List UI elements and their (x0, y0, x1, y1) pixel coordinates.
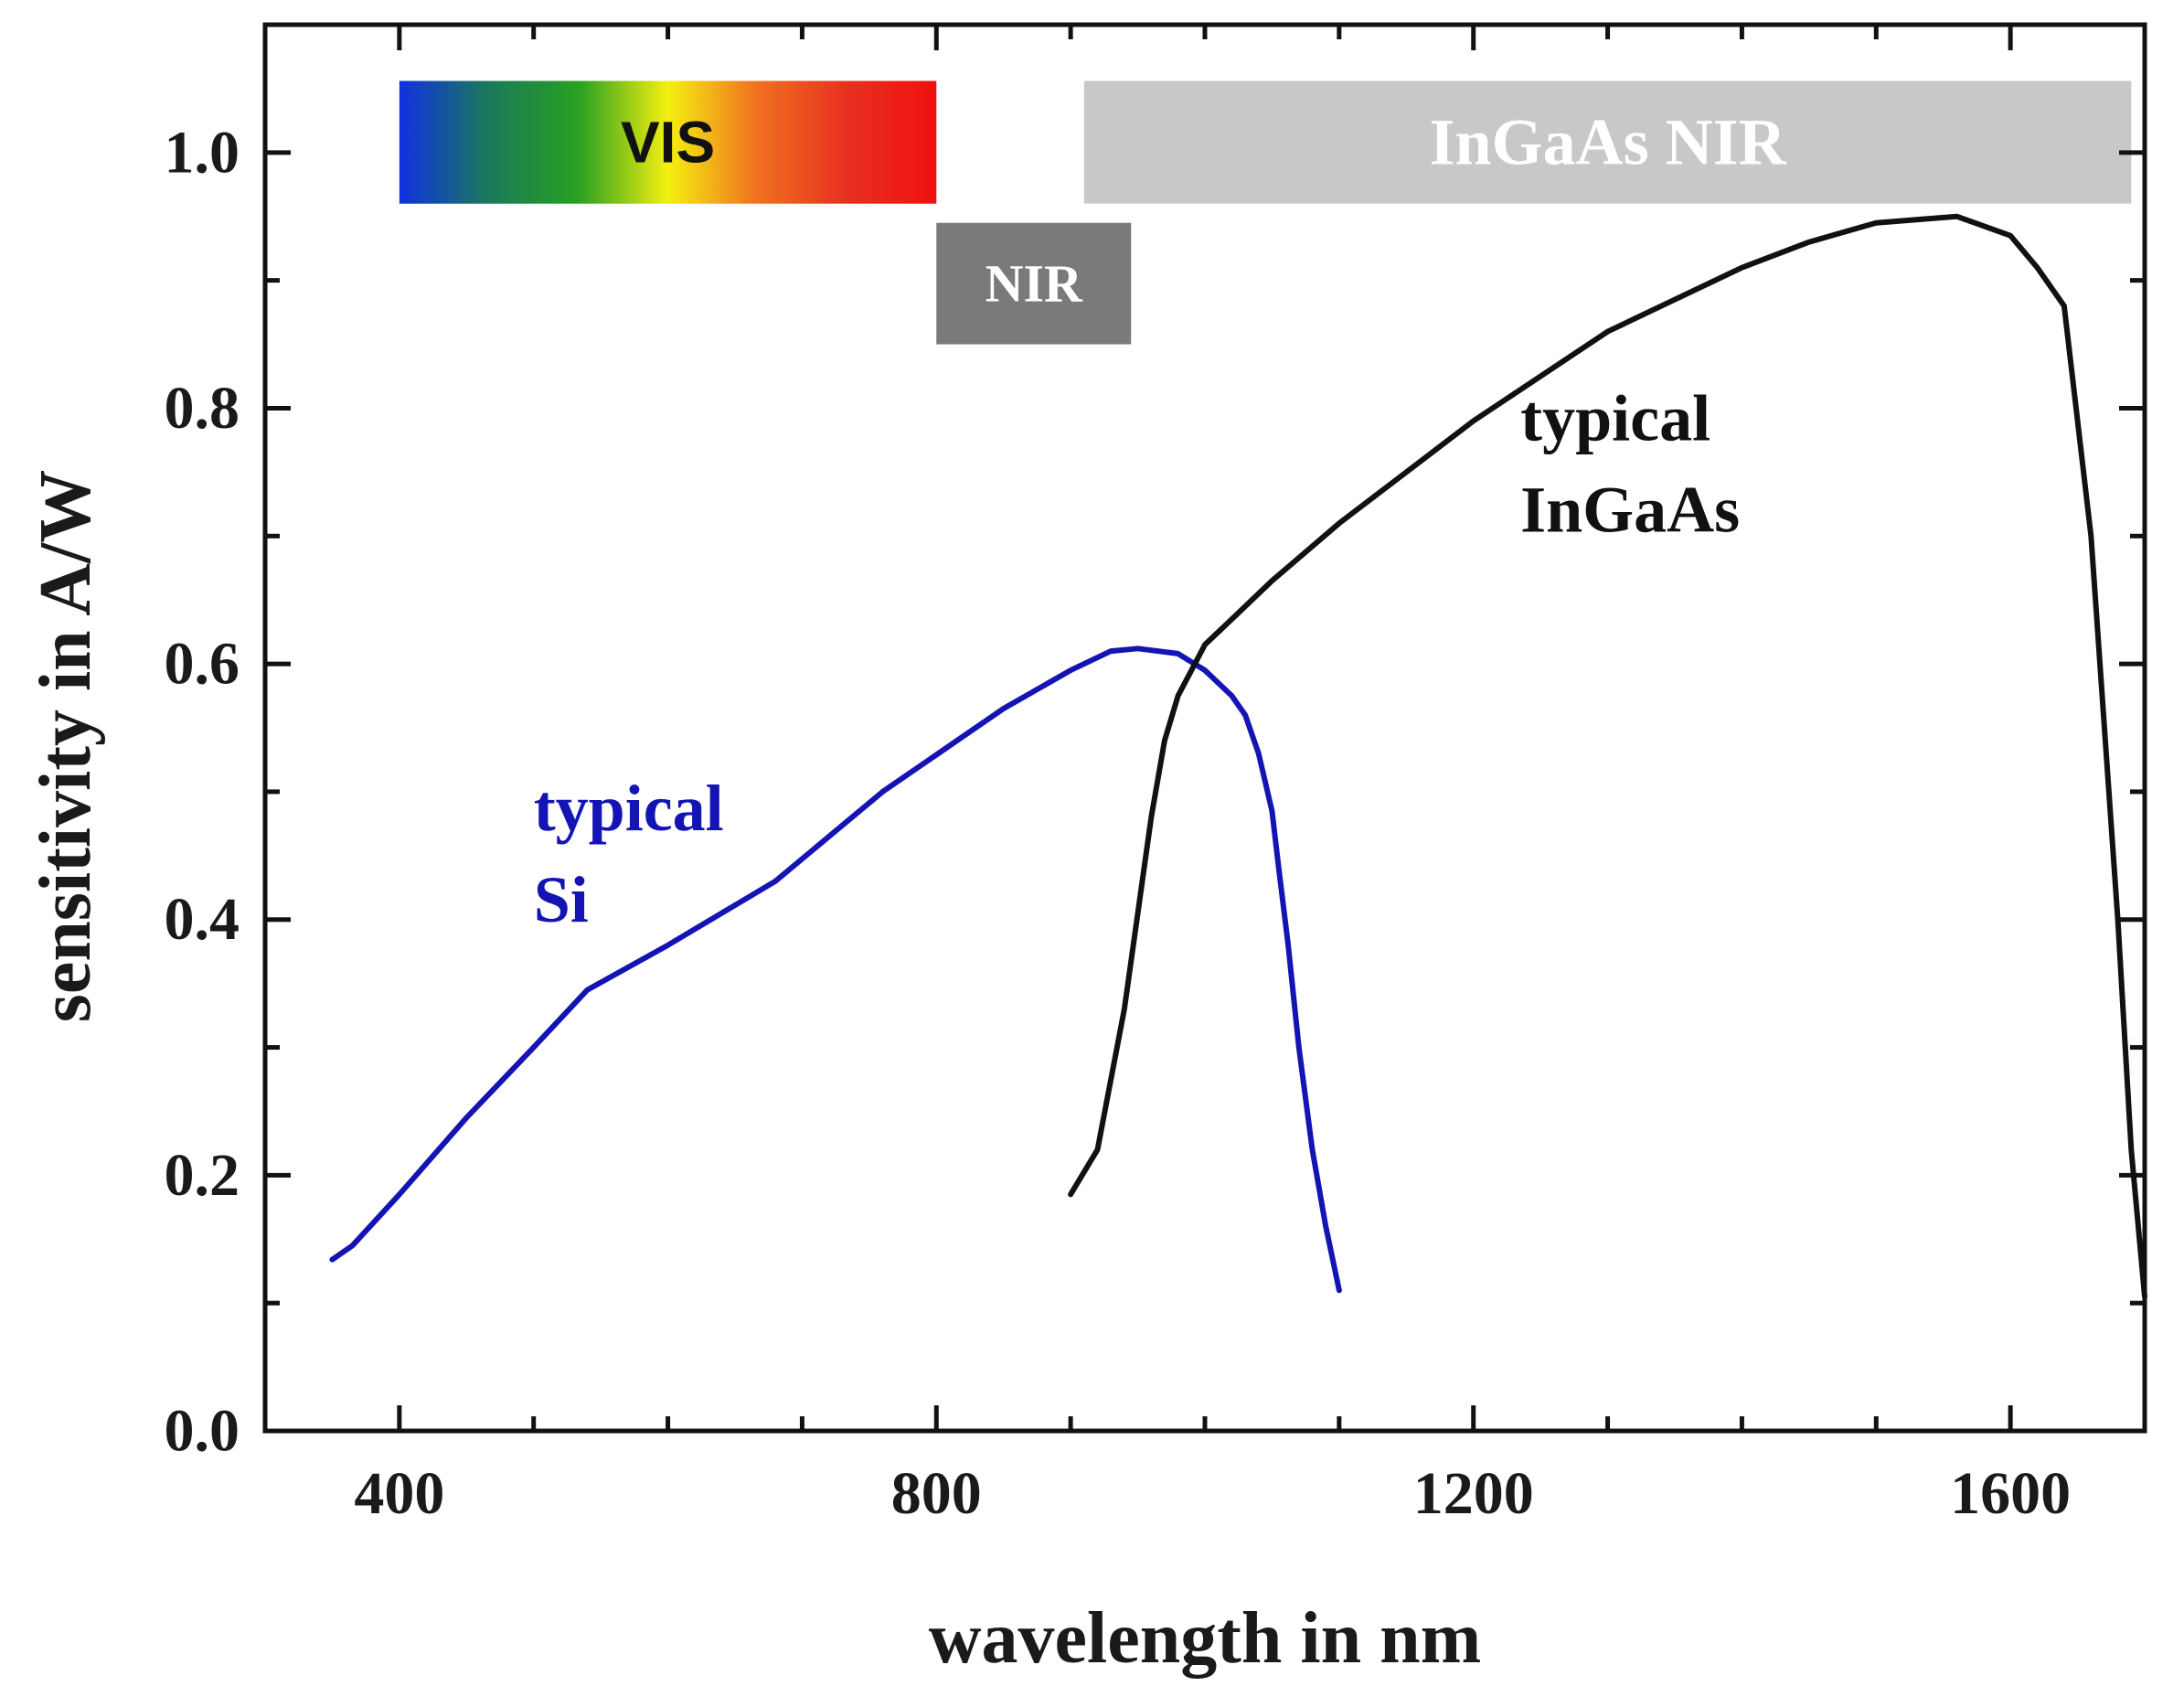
annotation-typical-si-line2: Si (534, 863, 589, 936)
band-vis (399, 80, 937, 204)
axis-ticks (265, 25, 2147, 1434)
x-tick-label-1200: 1200 (1413, 1460, 1534, 1527)
y-tick-label-1.0: 1.0 (165, 119, 240, 186)
axis-tick-labels: 400 800 1200 1600 0.0 0.2 0.4 0.6 0.8 1.0 (165, 119, 2072, 1527)
band-ingaas-nir (1083, 80, 2132, 204)
y-axis-title: sensitivity in A/W (26, 470, 106, 1023)
series-line-typical-ingaas (1068, 213, 2147, 1300)
y-tick-label-0.6: 0.6 (165, 631, 240, 698)
wavelength-bands: VIS NIR InGaAs NIR (399, 80, 2132, 345)
band-label-ingaas-nir: InGaAs NIR (1430, 106, 1787, 179)
x-axis-title: wavelength in nm (929, 1598, 1482, 1679)
x-tick-label-400: 400 (354, 1460, 444, 1527)
y-tick-label-0.0: 0.0 (165, 1398, 240, 1465)
annotation-typical-ingaas-line1: typical (1520, 381, 1710, 454)
band-nir (936, 222, 1132, 345)
annotation-typical-ingaas-line2: InGaAs (1520, 473, 1740, 546)
sensitivity-curves (329, 213, 2147, 1300)
x-tick-label-800: 800 (891, 1460, 982, 1527)
curve-annotations: typical Si typical InGaAs (534, 381, 1740, 935)
y-tick-label-0.4: 0.4 (165, 886, 240, 953)
band-label-nir: NIR (985, 254, 1083, 314)
plot-frame (262, 22, 2147, 1434)
annotation-typical-si-line1: typical (534, 772, 724, 845)
x-tick-label-1600: 1600 (1950, 1460, 2071, 1527)
y-tick-label-0.2: 0.2 (165, 1142, 240, 1209)
series-line-typical-si (329, 646, 1342, 1294)
y-tick-label-0.8: 0.8 (165, 375, 240, 442)
band-label-vis: VIS (621, 110, 715, 176)
